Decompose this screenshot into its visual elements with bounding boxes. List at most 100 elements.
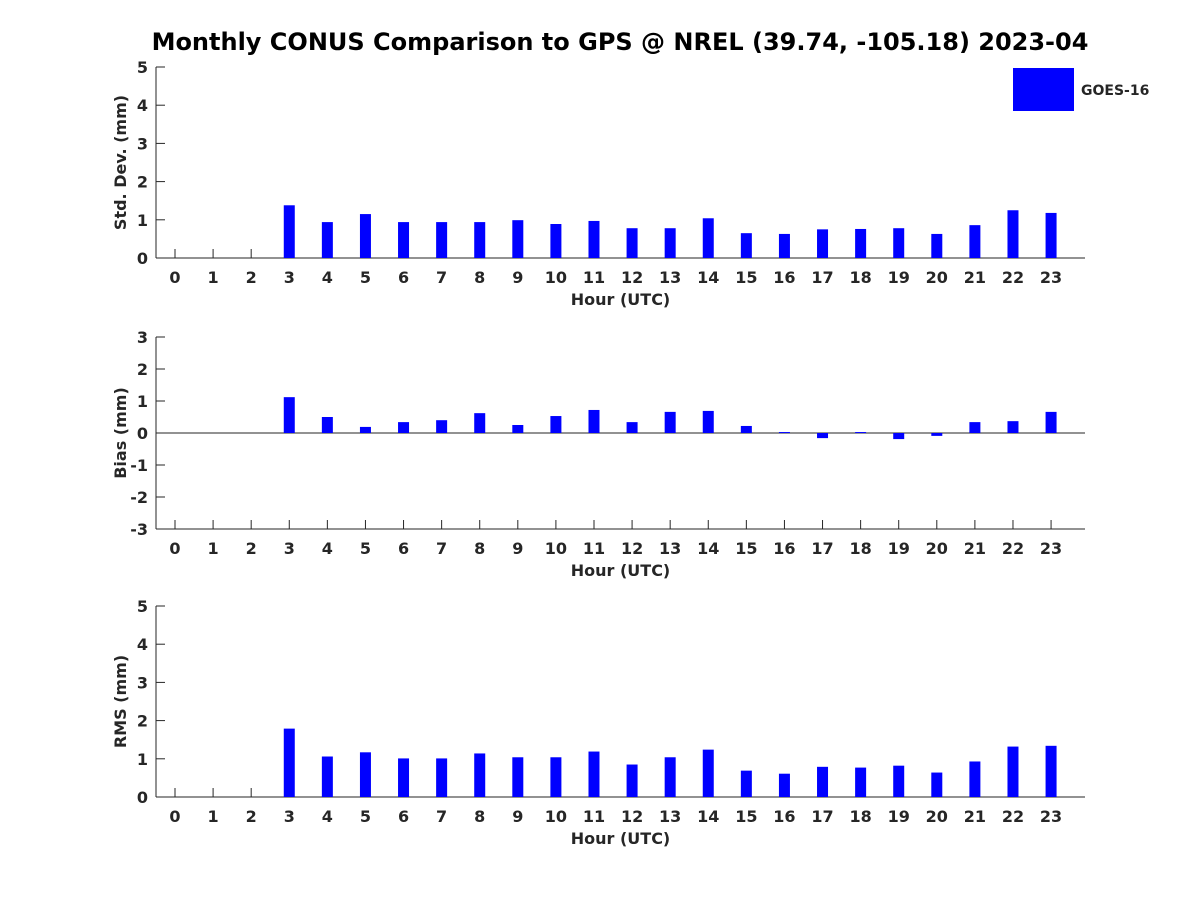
x-tick-label: 15 [735, 268, 757, 287]
x-tick-label: 18 [849, 807, 871, 826]
bar-bias-mm-hour-16 [778, 432, 790, 434]
bar-std-dev-mm-hour-17 [817, 229, 829, 258]
x-tick-label: 14 [697, 807, 719, 826]
x-tick-label: 9 [512, 268, 523, 287]
x-tick-label: 18 [849, 539, 871, 558]
x-axis-label: Hour (UTC) [571, 561, 671, 580]
bar-std-dev-mm-hour-15 [740, 233, 752, 258]
y-tick-label: -2 [130, 488, 148, 507]
x-tick-label: 11 [583, 268, 605, 287]
x-tick-label: 12 [621, 268, 643, 287]
x-tick-label: 14 [697, 268, 719, 287]
x-tick-label: 22 [1002, 539, 1024, 558]
x-axis-label: Hour (UTC) [571, 829, 671, 848]
x-tick-label: 17 [811, 807, 833, 826]
x-tick-label: 11 [583, 807, 605, 826]
x-tick-label: 16 [773, 807, 795, 826]
x-tick-label: 19 [888, 268, 910, 287]
y-tick-label: 1 [137, 750, 148, 769]
bar-bias-mm-hour-7 [436, 420, 448, 433]
x-tick-label: 2 [246, 807, 257, 826]
bar-rms-mm-hour-7 [436, 758, 448, 797]
bar-std-dev-mm-hour-12 [626, 228, 638, 258]
x-tick-label: 8 [474, 807, 485, 826]
bar-rms-mm-hour-22 [1007, 746, 1019, 797]
x-tick-label: 13 [659, 539, 681, 558]
y-axis-label: RMS (mm) [111, 655, 130, 748]
x-tick-label: 9 [512, 807, 523, 826]
y-axis-label: Std. Dev. (mm) [111, 95, 130, 230]
bar-bias-mm-hour-6 [398, 422, 410, 433]
x-axis-label: Hour (UTC) [571, 290, 671, 309]
x-tick-label: 2 [246, 268, 257, 287]
bar-bias-mm-hour-9 [512, 425, 524, 433]
bar-bias-mm-hour-10 [550, 416, 562, 433]
bar-rms-mm-hour-11 [588, 751, 600, 797]
x-tick-label: 8 [474, 268, 485, 287]
y-tick-label: 2 [137, 173, 148, 192]
x-tick-label: 16 [773, 539, 795, 558]
legend-swatch-goes-16 [1013, 68, 1074, 111]
x-tick-label: 10 [545, 807, 567, 826]
legend: GOES-16 [1013, 68, 1149, 111]
bar-rms-mm-hour-13 [664, 757, 676, 797]
x-tick-label: 18 [849, 268, 871, 287]
bar-bias-mm-hour-13 [664, 411, 676, 433]
x-tick-label: 20 [926, 268, 948, 287]
y-tick-label: 0 [137, 788, 148, 807]
y-tick-label: 5 [137, 597, 148, 616]
bar-rms-mm-hour-18 [855, 767, 867, 797]
bar-std-dev-mm-hour-3 [283, 205, 295, 258]
y-tick-label: 0 [137, 424, 148, 443]
legend-label-goes-16: GOES-16 [1081, 83, 1149, 99]
bar-bias-mm-hour-17 [817, 433, 829, 439]
y-tick-label: 5 [137, 58, 148, 77]
x-tick-label: 6 [398, 539, 409, 558]
x-tick-label: 21 [964, 268, 986, 287]
x-tick-label: 10 [545, 268, 567, 287]
x-tick-label: 4 [322, 807, 333, 826]
x-tick-label: 4 [322, 539, 333, 558]
x-tick-label: 0 [169, 268, 180, 287]
y-tick-label: 3 [137, 134, 148, 153]
x-tick-label: 10 [545, 539, 567, 558]
bar-std-dev-mm-hour-16 [778, 233, 790, 258]
x-tick-label: 17 [811, 268, 833, 287]
x-tick-label: 19 [888, 539, 910, 558]
bar-rms-mm-hour-20 [931, 772, 943, 797]
x-tick-label: 8 [474, 539, 485, 558]
bar-std-dev-mm-hour-14 [702, 218, 714, 258]
x-tick-label: 4 [322, 268, 333, 287]
x-tick-label: 22 [1002, 268, 1024, 287]
bar-std-dev-mm-hour-9 [512, 220, 524, 258]
x-tick-label: 13 [659, 807, 681, 826]
bar-std-dev-mm-hour-5 [359, 214, 371, 258]
x-tick-label: 21 [964, 539, 986, 558]
bar-std-dev-mm-hour-4 [321, 222, 333, 258]
bar-rms-mm-hour-14 [702, 749, 714, 797]
x-tick-label: 5 [360, 807, 371, 826]
bar-std-dev-mm-hour-21 [969, 225, 981, 258]
x-tick-label: 20 [926, 807, 948, 826]
x-tick-label: 0 [169, 539, 180, 558]
x-tick-label: 6 [398, 268, 409, 287]
bar-bias-mm-hour-11 [588, 409, 600, 433]
bar-rms-mm-hour-21 [969, 761, 981, 797]
x-tick-label: 3 [284, 539, 295, 558]
x-tick-label: 15 [735, 807, 757, 826]
bar-rms-mm-hour-6 [398, 758, 410, 797]
x-tick-label: 1 [208, 539, 219, 558]
y-tick-label: -3 [130, 520, 148, 539]
x-tick-label: 5 [360, 539, 371, 558]
y-tick-label: 2 [137, 360, 148, 379]
bar-bias-mm-hour-19 [893, 433, 905, 440]
bar-std-dev-mm-hour-8 [474, 222, 486, 258]
x-tick-label: 11 [583, 539, 605, 558]
bar-rms-mm-hour-8 [474, 753, 486, 797]
bar-bias-mm-hour-20 [931, 433, 943, 436]
bar-rms-mm-hour-10 [550, 757, 562, 797]
x-tick-label: 3 [284, 807, 295, 826]
